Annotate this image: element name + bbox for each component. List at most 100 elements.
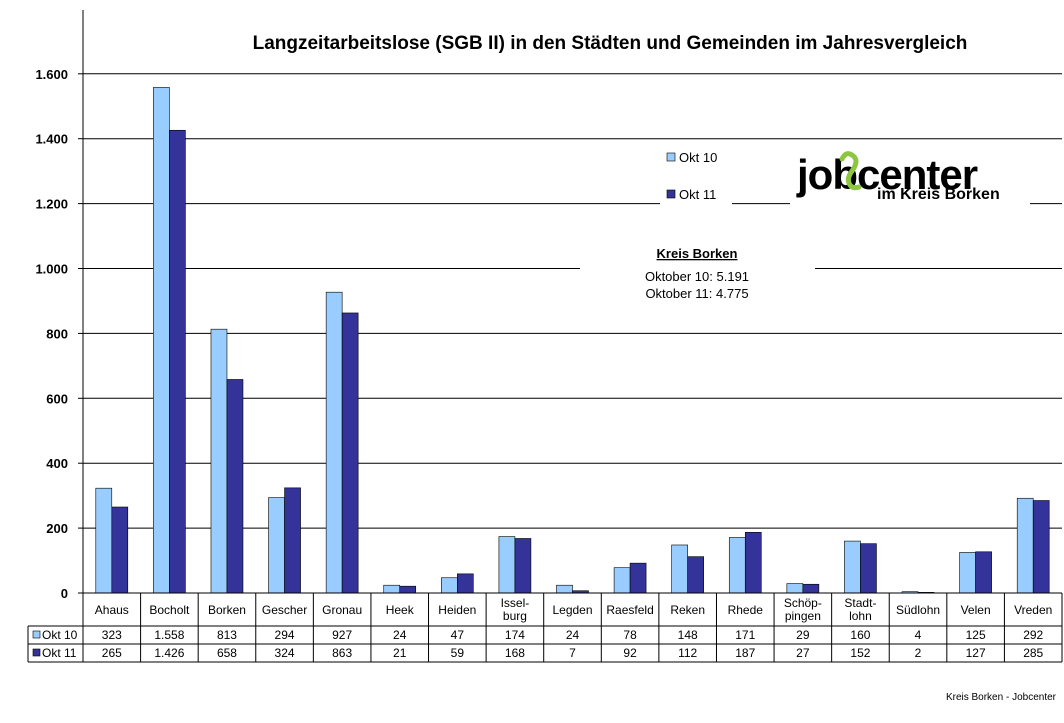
bar-okt10 [498, 536, 516, 594]
x-tick-label: Reken [670, 603, 705, 617]
jobcenter-logo: jobcenter im Kreis Borken [790, 148, 1030, 206]
bar-okt10 [786, 583, 804, 594]
table-cell-value: 285 [1023, 646, 1043, 660]
y-tick-label: 800 [46, 326, 68, 341]
y-tick-label: 1.000 [35, 262, 68, 277]
x-tick-label: Heek [386, 603, 415, 617]
annotation-line-2: Oktober 11: 4.775 [645, 286, 748, 301]
bar-okt10 [613, 567, 631, 594]
bar-okt10 [959, 552, 976, 594]
table-cell-value: 863 [332, 646, 352, 660]
table-cell-value: 125 [966, 628, 986, 642]
bar-okt11 [1032, 500, 1050, 594]
table-series-swatch [32, 630, 41, 639]
bar-okt11 [284, 487, 301, 594]
x-tick-label: lohn [849, 609, 872, 623]
y-tick-label: 400 [46, 456, 68, 471]
table-cell-value: 160 [850, 628, 870, 642]
legend-swatch-okt11 [666, 189, 676, 199]
table-cell-value: 7 [569, 646, 576, 660]
x-tick-label: Legden [552, 603, 592, 617]
y-tick-label: 600 [46, 391, 68, 406]
table-cell-value: 112 [678, 646, 697, 660]
x-tick-label: pingen [785, 609, 821, 623]
table-cell-value: 29 [796, 628, 810, 642]
legend-label-okt11: Okt 11 [679, 187, 716, 202]
gridlines [83, 73, 1062, 529]
chart-title: Langzeitarbeitslose (SGB II) in den Städ… [253, 33, 968, 54]
bar-okt10 [671, 544, 688, 594]
table-cell-value: 324 [275, 646, 295, 660]
legend-label-okt10: Okt 10 [679, 150, 717, 165]
y-tick-label: 200 [46, 521, 68, 536]
y-tick-label: 0 [61, 586, 68, 601]
table-cell-value: 1.558 [154, 628, 184, 642]
x-tick-label: Issel- [501, 596, 530, 610]
y-tick-label: 1.600 [35, 67, 68, 82]
bar-okt11 [629, 562, 647, 594]
x-tick-label: Rhede [728, 603, 764, 617]
table-cell-value: 813 [217, 628, 237, 642]
bar-okt11 [860, 543, 877, 594]
annotation-heading: Kreis Borken [657, 246, 738, 261]
table-series-name: Okt 10 [42, 628, 78, 642]
bar-okt11 [975, 551, 992, 594]
bar-okt11 [169, 129, 186, 594]
x-tick-label: Velen [961, 603, 991, 617]
bar-okt10 [268, 497, 285, 594]
table-cell-value: 658 [217, 646, 237, 660]
table-cell-value: 127 [966, 646, 986, 660]
data-table: Ahaus Bocholt Borken Gescher Gronau Heek Heide… [27, 593, 1063, 663]
annotation-background [580, 240, 815, 306]
x-tick-label: burg [503, 609, 527, 623]
table-cell-value: 168 [505, 646, 525, 660]
x-tick-label: Gronau [322, 603, 362, 617]
logo-subtext: im Kreis Borken [877, 186, 1000, 203]
logo-background [790, 148, 1030, 206]
bar-okt10 [556, 584, 573, 594]
table-cell-value: 323 [102, 628, 122, 642]
footer-source: Kreis Borken - Jobcenter [945, 692, 1056, 703]
bar-okt10 [383, 584, 401, 594]
table-cell-value: 152 [850, 646, 870, 660]
bar-okt10 [844, 540, 861, 594]
x-tick-label: Gescher [262, 603, 307, 617]
y-axis-ticks: 0 200 400 600 800 1.000 1.200 1.400 1.600 [35, 67, 83, 601]
axes [82, 10, 1062, 594]
bar-okt10 [325, 291, 343, 594]
table-cell-value: 187 [735, 646, 755, 660]
x-tick-label: Stadt- [844, 596, 876, 610]
table-cell-value: 292 [1023, 628, 1043, 642]
table-cell-value: 24 [393, 628, 407, 642]
table-cell-value: 927 [332, 628, 352, 642]
bar-okt10 [441, 577, 458, 594]
x-tick-label: Bocholt [149, 603, 190, 617]
table-cell-value: 78 [623, 628, 637, 642]
table-cell-value: 294 [275, 628, 295, 642]
table-cell-value: 265 [102, 646, 122, 660]
table-cell-value: 1.426 [154, 646, 184, 660]
table-cell-value: 174 [505, 628, 525, 642]
table-series-name: Okt 11 [42, 646, 77, 660]
table-cell-value: 171 [735, 628, 755, 642]
table-series-swatch [32, 648, 41, 657]
bar-okt11 [457, 573, 474, 594]
table-cell-value: 24 [566, 628, 580, 642]
bar-okt10 [153, 87, 170, 594]
x-tick-label: Südlohn [896, 603, 940, 617]
logo-swoosh-icon [839, 151, 862, 191]
bar-okt11 [399, 585, 417, 594]
kreis-borken-annotation: Kreis Borken Oktober 10: 5.191 Oktober 1… [580, 240, 815, 306]
x-tick-label: Borken [208, 603, 246, 617]
x-tick-label: Raesfeld [606, 603, 653, 617]
table-cell-value: 2 [915, 646, 922, 660]
bar-okt11 [687, 556, 704, 594]
legend-swatch-okt10 [666, 152, 676, 162]
bar-okt11 [514, 538, 532, 594]
bar-okt11 [744, 532, 762, 594]
bar-okt11 [226, 379, 244, 594]
bar-okt11 [802, 583, 820, 594]
table-cell-value: 148 [678, 628, 698, 642]
table-cell-value: 27 [796, 646, 810, 660]
